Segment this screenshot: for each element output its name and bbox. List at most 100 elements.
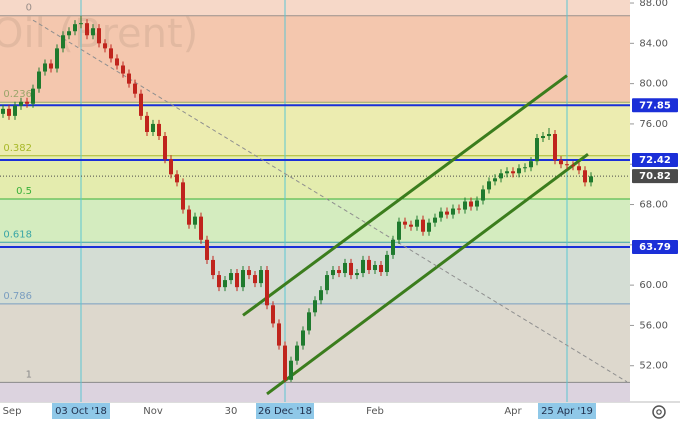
x-tick-label: 03 Oct '18 — [55, 406, 107, 417]
x-label-highlight — [52, 403, 110, 419]
candle-body — [325, 275, 329, 291]
candle-body — [397, 221, 401, 240]
fib-label: 0.618 — [3, 229, 32, 240]
gear-hub — [656, 409, 662, 415]
candle-body — [535, 138, 539, 162]
candle-body — [61, 35, 65, 49]
candle-body — [229, 273, 233, 281]
price-level-label: 72.42 — [639, 155, 671, 166]
gear-ring — [652, 405, 666, 419]
fib-zone — [0, 242, 630, 304]
x-tick-label: Feb — [366, 406, 384, 417]
trendline — [32, 19, 628, 383]
candle-body — [373, 264, 377, 271]
y-tick-label: 68.00 — [639, 200, 668, 211]
candle-body — [31, 88, 35, 104]
candle-body — [307, 312, 311, 331]
y-tick-label: 60.00 — [639, 280, 668, 291]
candle-body — [499, 173, 503, 179]
candle-body — [301, 330, 305, 346]
candle-body — [487, 181, 491, 190]
candle-body — [553, 134, 557, 161]
fib-zone — [0, 382, 630, 402]
candle-body — [505, 171, 509, 174]
candle-body — [217, 275, 221, 288]
fib-zone — [0, 102, 630, 156]
candle-body — [205, 239, 209, 260]
candle-body — [181, 182, 185, 210]
price-level-box — [632, 152, 678, 167]
y-tick-label: 88.00 — [639, 0, 668, 9]
candle-body — [415, 219, 419, 227]
candle-body — [583, 170, 587, 183]
candle-body — [559, 160, 563, 165]
fib-label: 1 — [26, 369, 32, 380]
candle-body — [313, 300, 317, 313]
candle-body — [349, 262, 353, 276]
candle-body — [19, 101, 23, 106]
candle-body — [379, 264, 383, 273]
candle-body — [445, 211, 449, 215]
candle-body — [247, 270, 251, 276]
candle-body — [517, 168, 521, 174]
x-tick-label: Sep — [3, 406, 22, 417]
candle-body — [481, 189, 485, 201]
candle-body — [295, 345, 299, 361]
candle-body — [145, 115, 149, 132]
candle-body — [511, 171, 515, 174]
y-tick-label: 84.00 — [639, 38, 668, 49]
trendline — [266, 152, 589, 396]
candle-body — [463, 201, 467, 210]
candle-body — [439, 211, 443, 218]
price-level-label: 63.79 — [639, 242, 671, 253]
candle-body — [469, 201, 473, 207]
candle-body — [421, 219, 425, 232]
fib-zone — [0, 199, 630, 243]
candle-body — [427, 222, 431, 232]
candle-body — [259, 270, 263, 284]
fib-label: 0 — [26, 3, 32, 14]
candle-body — [409, 224, 413, 227]
candle-body — [103, 43, 107, 49]
candle-body — [253, 275, 257, 284]
candle-body — [391, 239, 395, 255]
candle-body — [91, 28, 95, 36]
fib-label: 0.5 — [16, 186, 32, 197]
candle-body — [109, 48, 113, 59]
candle-body — [13, 105, 17, 116]
candle-body — [133, 83, 137, 94]
settings-icon[interactable] — [652, 405, 666, 419]
y-tick-label: 52.00 — [639, 361, 668, 372]
fib-label: 0.382 — [3, 143, 32, 154]
y-tick-label: 80.00 — [639, 79, 668, 90]
price-level-box — [632, 239, 678, 254]
candle-body — [451, 208, 455, 215]
candle-body — [115, 58, 119, 66]
candle-body — [565, 164, 569, 166]
x-tick-label: 26 Dec '18 — [258, 406, 312, 417]
candle-body — [577, 166, 581, 171]
fib-label: 0.236 — [3, 89, 32, 100]
candle-body — [493, 178, 497, 182]
trendline — [242, 74, 568, 317]
last-price-box — [632, 169, 678, 184]
candle-body — [139, 93, 143, 116]
candle-body — [343, 262, 347, 274]
fib-zone — [0, 0, 630, 16]
candle-body — [355, 273, 359, 276]
candle-body — [277, 323, 281, 346]
candle-body — [589, 176, 593, 183]
candle-body — [127, 73, 131, 84]
candle-body — [199, 216, 203, 240]
candle-body — [7, 108, 11, 116]
candle-body — [49, 63, 53, 69]
candle-body — [331, 270, 335, 276]
x-tick-label: Apr — [504, 406, 522, 417]
y-tick-label: 76.00 — [639, 119, 668, 130]
x-label-highlight — [538, 403, 596, 419]
y-tick-label: 56.00 — [639, 320, 668, 331]
candle-body — [157, 123, 161, 137]
candle-body — [385, 254, 389, 273]
